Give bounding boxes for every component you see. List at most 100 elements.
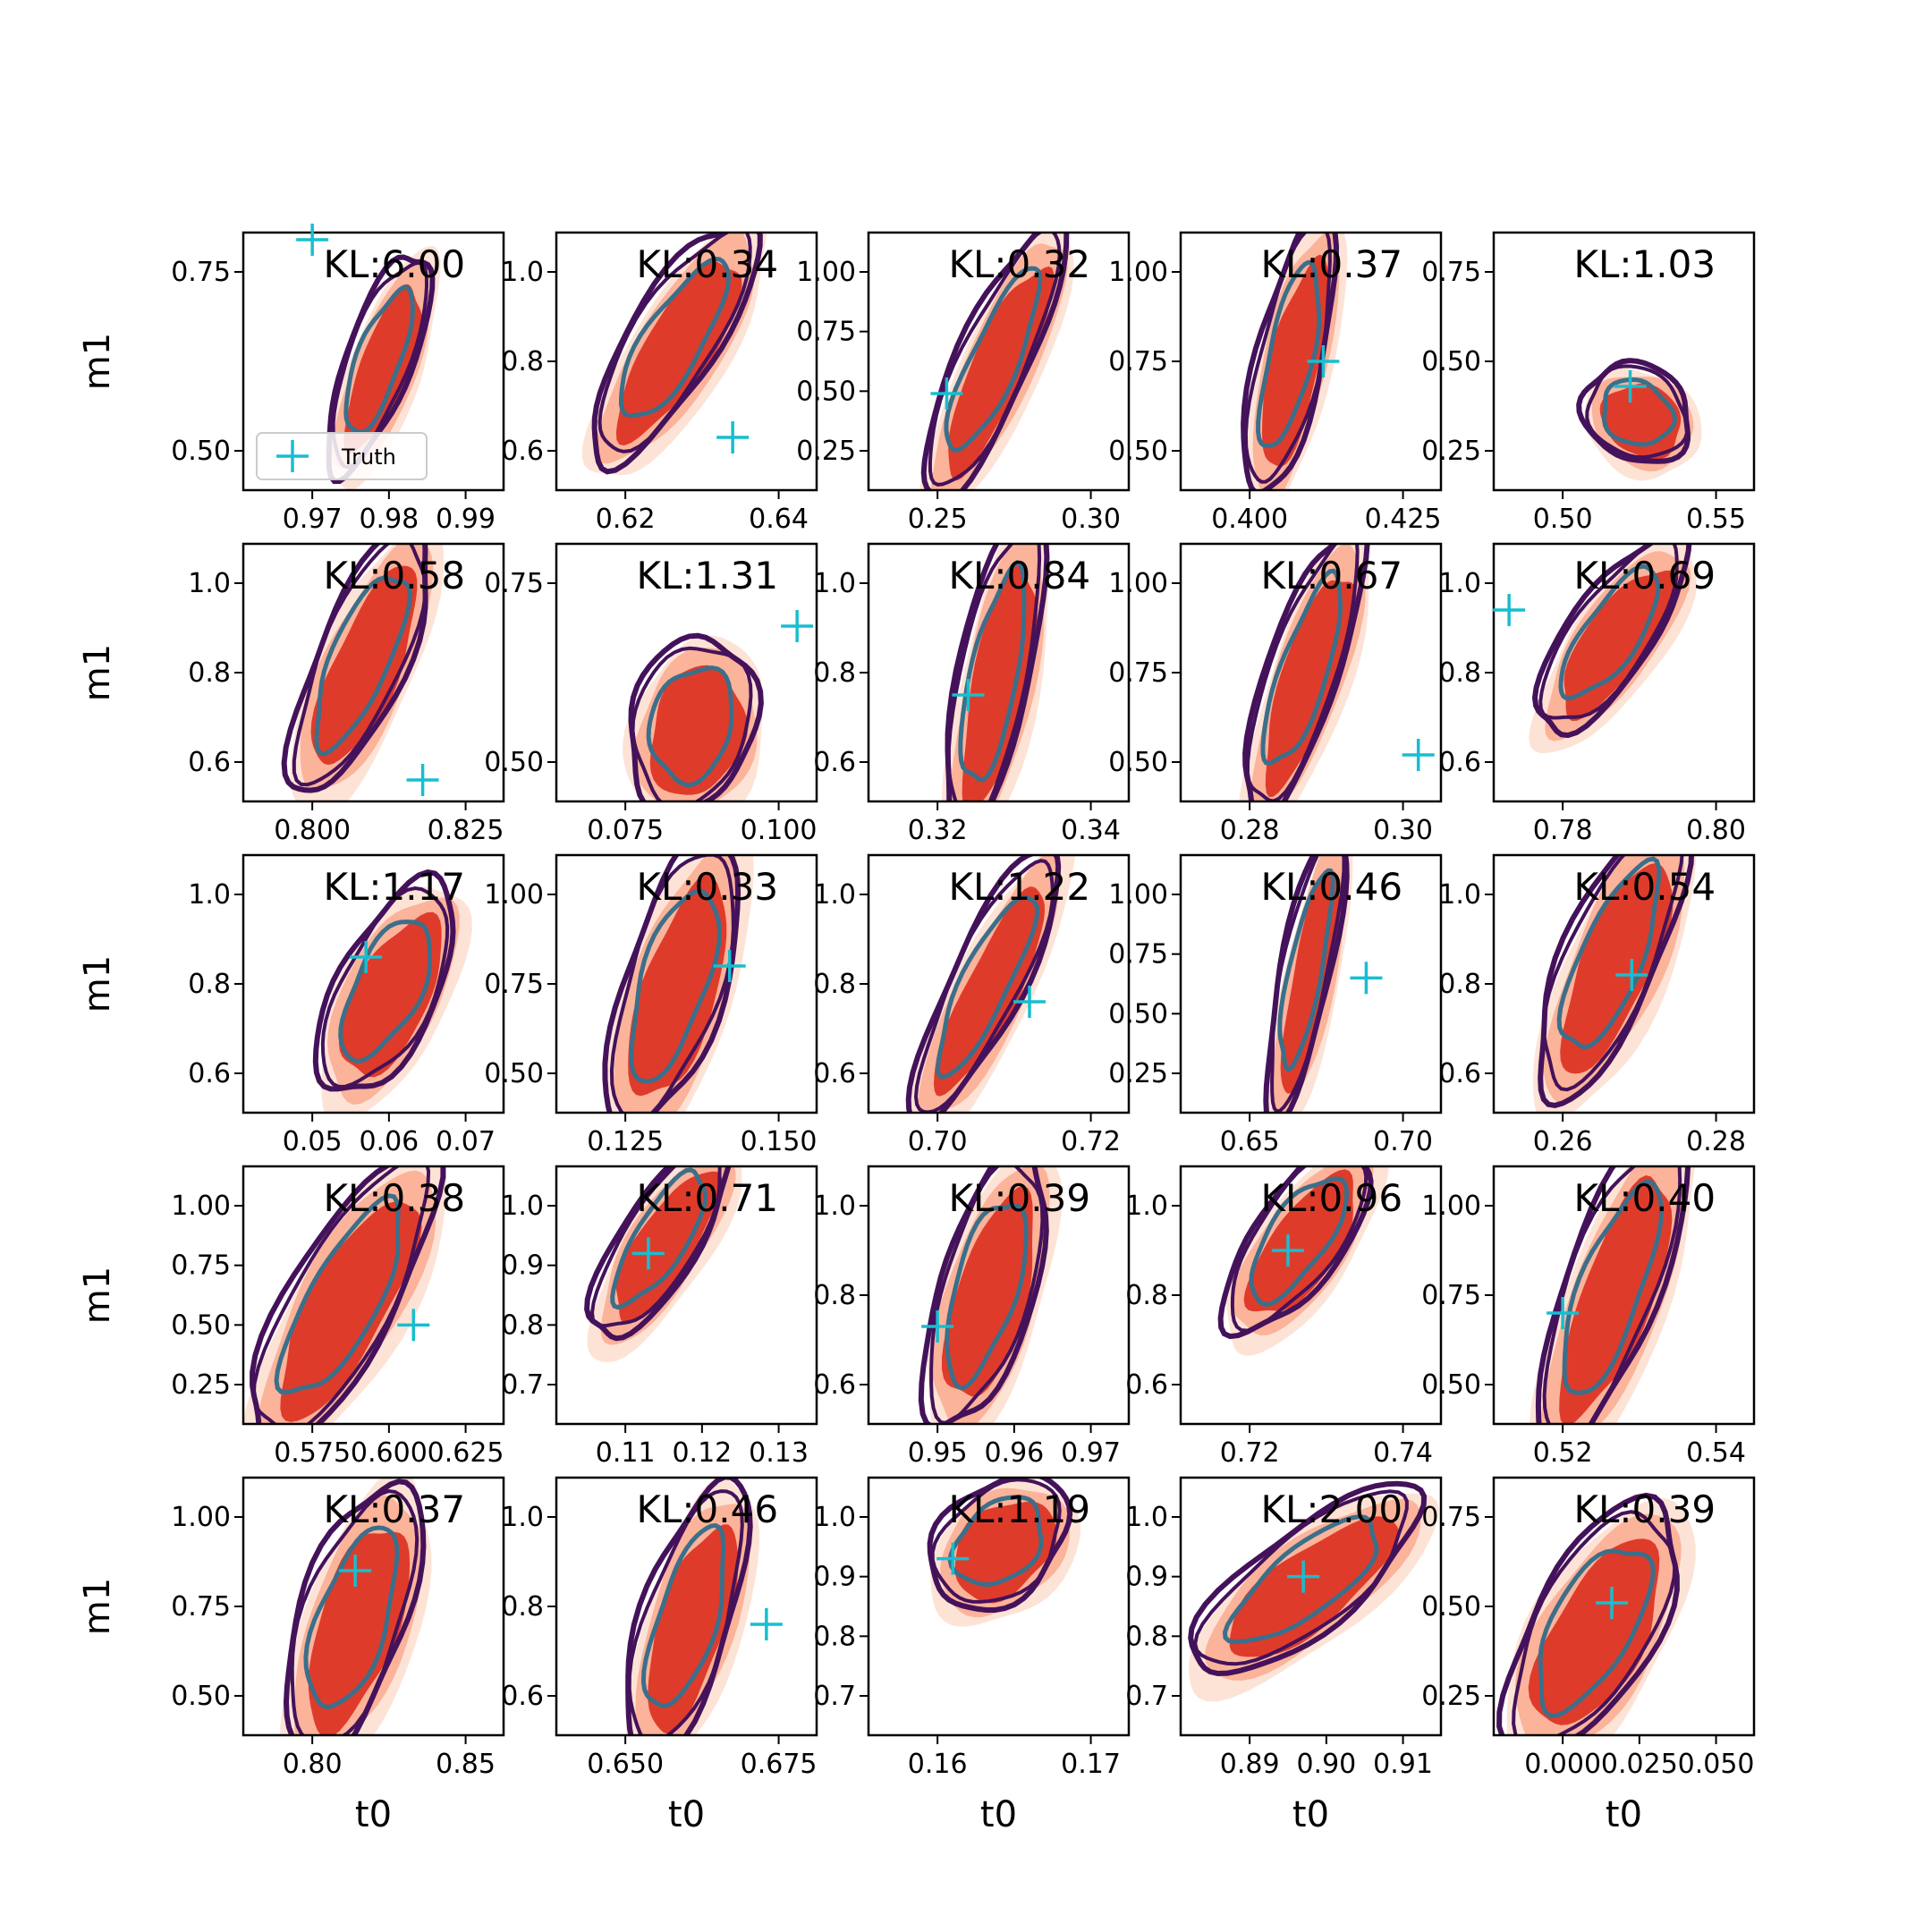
x-tick-label: 0.28: [1220, 815, 1280, 846]
y-tick-label: 0.50: [1421, 1591, 1481, 1623]
y-tick-label: 0.75: [796, 317, 856, 348]
y-tick-label: 0.75: [171, 257, 231, 288]
axes-frame: [867, 1476, 1131, 1737]
subplot-2-4: 0.28 0.30 1.00 0.75 0.50 KL:0.67: [1108, 542, 1443, 846]
x-tick-label: 0.70: [908, 1126, 968, 1157]
y-tick-label: 0.50: [1421, 1369, 1481, 1401]
x-tick-label: 0.97: [283, 504, 343, 535]
contour-outer: [945, 544, 1050, 801]
fill-inner: [1229, 1516, 1400, 1657]
contour-outer: [1242, 544, 1370, 801]
y-tick-label: 0.8: [501, 346, 544, 377]
contour-inner: [629, 888, 722, 1084]
truth-marker: [716, 421, 750, 453]
contour-inner: [1602, 377, 1678, 447]
kl-annotation: KL:0.69: [1573, 554, 1716, 597]
y-tick-label: 0.50: [171, 1681, 231, 1712]
x-tick-label: 0.65: [1220, 1126, 1280, 1157]
y-tick-label: 0.75: [1108, 657, 1168, 689]
x-tick-label: 0.32: [908, 815, 968, 846]
x-tick-label: 0.30: [1373, 815, 1433, 846]
y-tick-label: 0.50: [1108, 747, 1168, 778]
subplot-4-1: 0.575 0.600 0.625 1.00 0.75 0.50 0.25 KL:0.38 m1: [77, 1165, 505, 1469]
y-tick-label: 0.50: [484, 1058, 544, 1089]
y-tick-label: 0.9: [1125, 1562, 1168, 1593]
truth-marker: [952, 679, 985, 711]
x-tick-label: 0.34: [1061, 815, 1121, 846]
x-tick-label: 0.11: [596, 1437, 656, 1469]
x-tick-label: 0.12: [672, 1437, 732, 1469]
axes-frame: [555, 1165, 818, 1426]
contour-inner: [619, 256, 732, 419]
contour-mid: [1541, 855, 1684, 1092]
fill-inner: [934, 886, 1046, 1097]
contour-mid: [589, 1166, 722, 1328]
truth-marker: [296, 224, 329, 256]
y-tick-label: 0.75: [1421, 257, 1481, 288]
kl-annotation: KL:0.67: [1260, 554, 1402, 597]
y-tick-label: 1.0: [501, 257, 544, 288]
fill-inner: [615, 261, 742, 446]
y-tick-label: 0.50: [1108, 998, 1168, 1030]
contour-inner: [314, 575, 412, 757]
contour-inner: [958, 559, 1027, 783]
y-tick-label: 1.0: [1438, 568, 1481, 599]
x-tick-label: 0.78: [1533, 815, 1593, 846]
contour-mid: [1542, 1166, 1682, 1424]
truth-marker: [1272, 1234, 1304, 1267]
contour-inner: [1256, 259, 1322, 449]
contour-inner: [1562, 1179, 1665, 1395]
axes-frame: [242, 231, 505, 492]
y-tick-label: 1.0: [1125, 1191, 1168, 1222]
y-tick-label: 0.25: [1421, 1681, 1481, 1712]
fill-inner: [954, 1501, 1057, 1604]
contour-outer: [927, 1478, 1073, 1613]
subplot-4-3: 0.95 0.96 0.97 1.0 0.8 0.6 KL:0.39: [813, 1165, 1131, 1469]
truth-marker: [1287, 1560, 1320, 1593]
y-tick-label: 1.0: [501, 1502, 544, 1533]
subplot-5-1: 0.80 0.85 1.00 0.75 0.50 KL:0.37 m1 t0: [77, 1476, 505, 1835]
y-axis-label: m1: [77, 955, 118, 1013]
contour-inner: [610, 1167, 708, 1310]
truth-marker: [1596, 1587, 1628, 1619]
y-tick-label: 1.00: [1108, 257, 1168, 288]
y-tick-label: 1.00: [1108, 568, 1168, 599]
contour-inner: [1556, 856, 1662, 1050]
y-tick-label: 1.00: [796, 257, 856, 288]
x-tick-label: 0.050: [1678, 1749, 1755, 1780]
contour-outer: [250, 1166, 446, 1424]
y-tick-label: 0.50: [1108, 436, 1168, 467]
y-tick-label: 0.50: [171, 1309, 231, 1341]
subplot-2-3: 0.32 0.34 1.0 0.8 0.6 KL:0.84: [813, 542, 1131, 846]
y-tick-label: 0.75: [1421, 1280, 1481, 1311]
contour-mid: [290, 1489, 419, 1735]
subplot-4-4: 0.72 0.74 1.0 0.8 0.6 KL:0.96: [1125, 1165, 1443, 1469]
x-tick-label: 0.000: [1524, 1749, 1601, 1780]
contour-inner: [343, 284, 415, 436]
contour-outer: [920, 233, 1070, 490]
y-tick-label: 0.50: [1421, 346, 1481, 377]
contour-mid: [1270, 855, 1346, 1113]
y-tick-label: 0.75: [1421, 1502, 1481, 1533]
y-tick-label: 0.8: [501, 1309, 544, 1341]
kl-annotation: KL:1.19: [948, 1487, 1090, 1531]
contour-inner: [338, 919, 433, 1063]
kl-annotation: KL:0.37: [323, 1487, 465, 1531]
contour-inner: [1249, 1176, 1350, 1308]
y-tick-label: 1.0: [813, 1191, 856, 1222]
contour-mid: [251, 1166, 431, 1424]
kl-annotation: KL:6.00: [323, 242, 465, 286]
subplot-4-5: 0.52 0.54 1.00 0.75 0.50 KL:0.40: [1421, 1165, 1756, 1469]
subplot-4-2: 0.11 0.12 0.13 1.0 0.9 0.8 0.7 KL:0.71: [501, 1165, 818, 1469]
y-tick-label: 0.25: [1421, 436, 1481, 467]
x-axis-label: t0: [1292, 1794, 1329, 1835]
x-tick-label: 0.98: [359, 504, 419, 535]
subplot-3-1: 0.05 0.06 0.07 1.0 0.8 0.6 KL:1.17 m1: [77, 853, 505, 1157]
y-tick-label: 0.6: [1438, 1058, 1481, 1089]
x-tick-label: 0.80: [283, 1749, 343, 1780]
y-tick-label: 0.50: [796, 376, 856, 407]
fill-inner: [615, 1171, 723, 1325]
x-tick-label: 0.50: [1533, 504, 1593, 535]
y-tick-label: 0.9: [813, 1562, 856, 1593]
y-tick-label: 1.0: [501, 1191, 544, 1222]
